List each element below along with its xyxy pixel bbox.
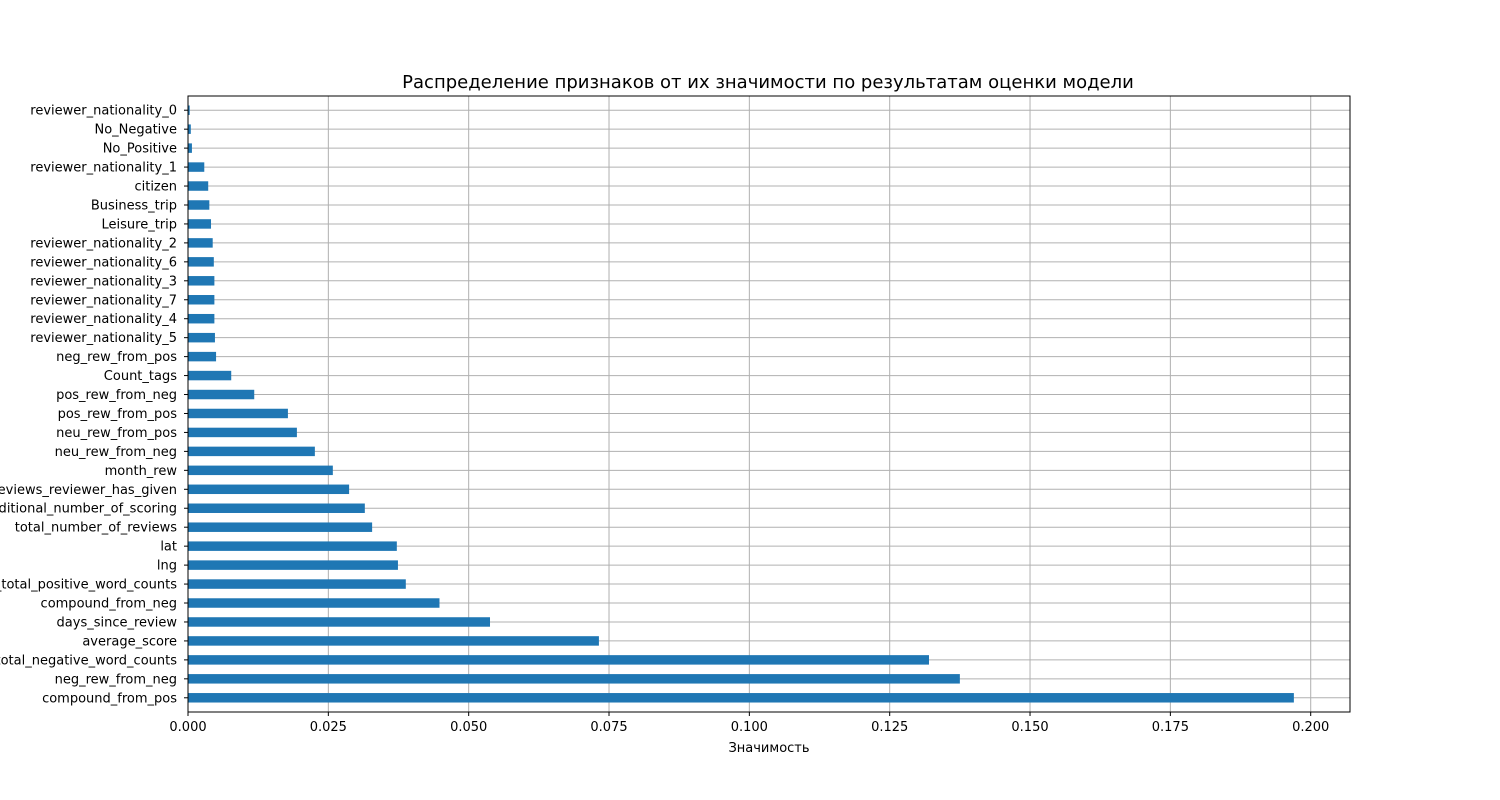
y-tick-label: review_total_positive_word_counts (0, 578, 177, 593)
bar (188, 484, 350, 495)
bar (188, 636, 599, 646)
y-tick-label: total_number_of_reviews (15, 521, 177, 536)
bar (188, 200, 210, 210)
bar (188, 598, 440, 608)
y-tick-label: neg_rew_from_neg (55, 672, 177, 687)
bar (188, 522, 373, 532)
bar (188, 674, 960, 684)
bar (188, 105, 190, 115)
bar (188, 238, 213, 248)
chart-title: Распределение признаков от их значимости… (402, 72, 1134, 93)
y-tick-label: compound_from_pos (42, 691, 177, 706)
y-tick-label: compound_from_neg (41, 597, 177, 612)
y-tick-label: reviewer_nationality_7 (30, 293, 177, 308)
bar (188, 617, 491, 627)
y-tick-label: citizen (134, 180, 177, 195)
bar (188, 181, 209, 191)
x-tick-label: 0.150 (1011, 720, 1048, 735)
y-tick-label: total_number_of_reviews_reviewer_has_giv… (0, 483, 177, 498)
bar (188, 124, 191, 134)
x-tick-label: 0.200 (1292, 720, 1329, 735)
y-tick-label: neu_rew_from_pos (56, 426, 177, 441)
y-tick-label: neg_rew_from_pos (56, 350, 177, 365)
x-tick-label: 0.175 (1152, 720, 1189, 735)
bar (188, 655, 929, 665)
bars (188, 105, 1294, 703)
bar (188, 219, 212, 229)
x-tick-label: 0.125 (871, 720, 908, 735)
y-tick-label: reviewer_nationality_0 (30, 104, 177, 119)
y-tick-label: Business_trip (91, 198, 177, 213)
bar (188, 162, 205, 172)
y-tick-label: No_Positive (103, 142, 177, 157)
x-axis-label: Значимость (728, 741, 809, 756)
bar (188, 295, 215, 305)
y-tick-label: additional_number_of_scoring (0, 502, 177, 517)
bar (188, 276, 215, 286)
bar (188, 503, 365, 513)
y-tick-label: reviewer_nationality_1 (30, 161, 177, 176)
x-tick-label: 0.025 (310, 720, 347, 735)
bar (188, 446, 315, 457)
y-axis-ticks: compound_from_pos neg_rew_from_neg review_… (0, 104, 188, 706)
bar (188, 389, 255, 400)
y-tick-label: reviewer_nationality_5 (30, 331, 177, 346)
bar (188, 351, 217, 362)
y-tick-label: reviewer_nationality_4 (30, 312, 177, 327)
y-tick-label: Leisure_trip (102, 217, 178, 232)
bar (188, 560, 398, 570)
bar (188, 693, 1294, 703)
bar (188, 579, 406, 589)
x-tick-label: 0.100 (731, 720, 768, 735)
y-tick-label: days_since_review (57, 615, 178, 630)
y-tick-label: reviewer_nationality_2 (30, 236, 177, 251)
y-tick-label: month_rew (105, 464, 178, 479)
bar (188, 143, 192, 153)
y-tick-label: pos_rew_from_neg (56, 388, 177, 403)
y-tick-label: reviewer_nationality_6 (30, 255, 177, 270)
y-tick-label: review_total_negative_word_counts (0, 653, 177, 668)
bar (188, 313, 215, 324)
bar (188, 370, 232, 381)
x-tick-label: 0.000 (169, 720, 206, 735)
y-tick-label: Count_tags (104, 369, 177, 384)
y-tick-label: pos_rew_from_pos (58, 407, 178, 422)
bar (188, 465, 333, 476)
bar (188, 332, 215, 343)
y-tick-label: lat (160, 540, 177, 555)
bar (188, 408, 288, 419)
x-tick-label: 0.075 (590, 720, 627, 735)
bar (188, 257, 214, 267)
x-tick-label: 0.050 (450, 720, 487, 735)
y-tick-label: reviewer_nationality_3 (30, 274, 177, 289)
y-tick-label: average_score (82, 634, 177, 649)
y-tick-label: neu_rew_from_neg (55, 445, 177, 460)
y-tick-label: No_Negative (94, 123, 177, 138)
x-axis-ticks: 0.000 0.025 0.050 0.075 0.100 0.125 0.150 0.175… (169, 712, 1329, 735)
bar (188, 427, 297, 438)
y-tick-label: lng (157, 559, 177, 574)
plot-frame (187, 95, 1351, 713)
bar (188, 541, 397, 551)
